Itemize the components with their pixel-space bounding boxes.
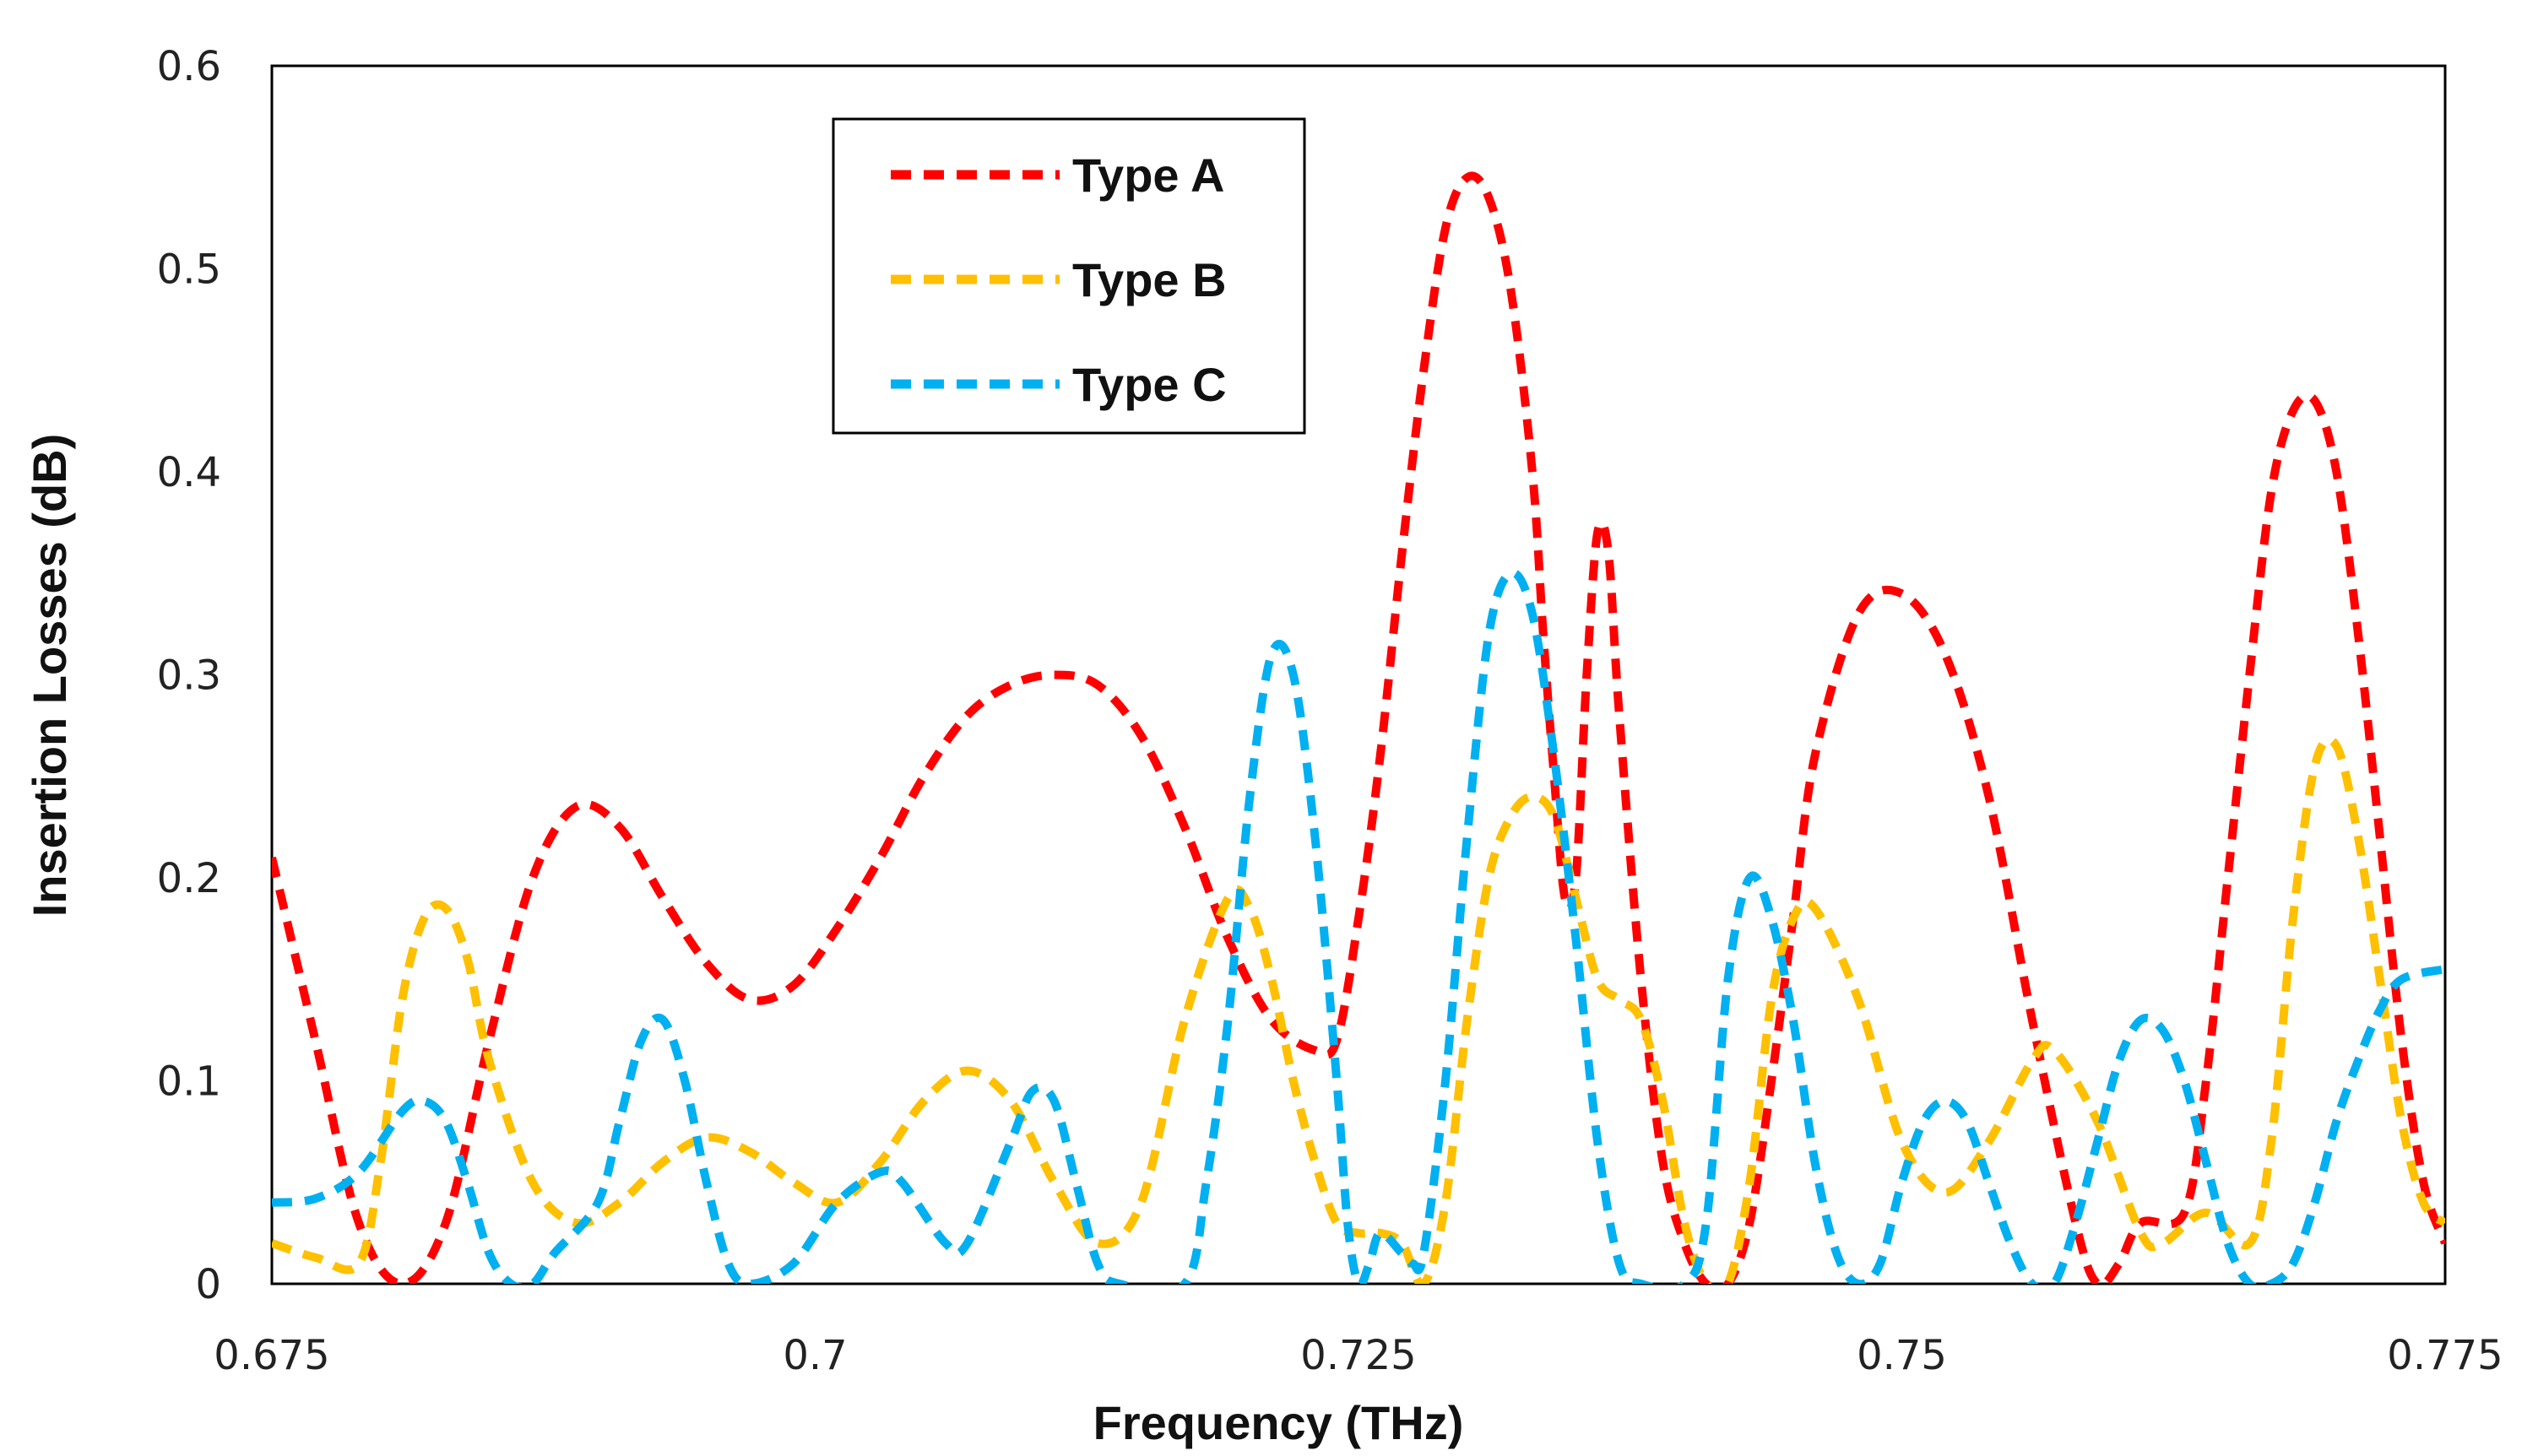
legend-items: Type A Type B Type C	[891, 149, 1227, 411]
x-tick-label: 0.75	[1857, 1332, 1947, 1379]
legend: Type A Type B Type C	[832, 117, 1306, 435]
x-tick-label: 0.7	[783, 1332, 847, 1379]
y-tick-label: 0.2	[157, 855, 221, 902]
x-axis-tick-labels: 0.675 0.7 0.725 0.75 0.775	[214, 1332, 2503, 1379]
series-line-type-a	[272, 171, 2445, 1284]
x-tick-label: 0.675	[214, 1332, 329, 1379]
y-axis-title: Insertion Losses (dB)	[23, 434, 76, 917]
legend-label-type-c: Type C	[1072, 358, 1227, 411]
y-tick-label: 0.1	[157, 1058, 221, 1106]
x-axis-title: Frequency (THz)	[1093, 1396, 1464, 1449]
legend-label-type-b: Type B	[1072, 253, 1227, 306]
x-tick-label: 0.775	[2387, 1332, 2503, 1379]
y-tick-label: 0	[195, 1261, 221, 1308]
legend-label-type-a: Type A	[1072, 149, 1224, 202]
y-tick-label: 0.3	[157, 652, 221, 700]
x-tick-label: 0.725	[1300, 1332, 1416, 1379]
series-layer	[272, 171, 2445, 1284]
plot-frame	[270, 64, 2447, 1286]
y-tick-label: 0.6	[157, 43, 221, 90]
y-tick-label: 0.5	[157, 246, 221, 294]
series-line-type-c	[272, 568, 2445, 1284]
plot-area	[270, 64, 2447, 1286]
y-tick-label: 0.4	[157, 449, 221, 496]
y-axis-tick-labels: 0 0.1 0.2 0.3 0.4 0.5 0.6	[157, 43, 221, 1308]
series-line-type-b	[272, 735, 2445, 1284]
legend-frame	[832, 117, 1306, 435]
